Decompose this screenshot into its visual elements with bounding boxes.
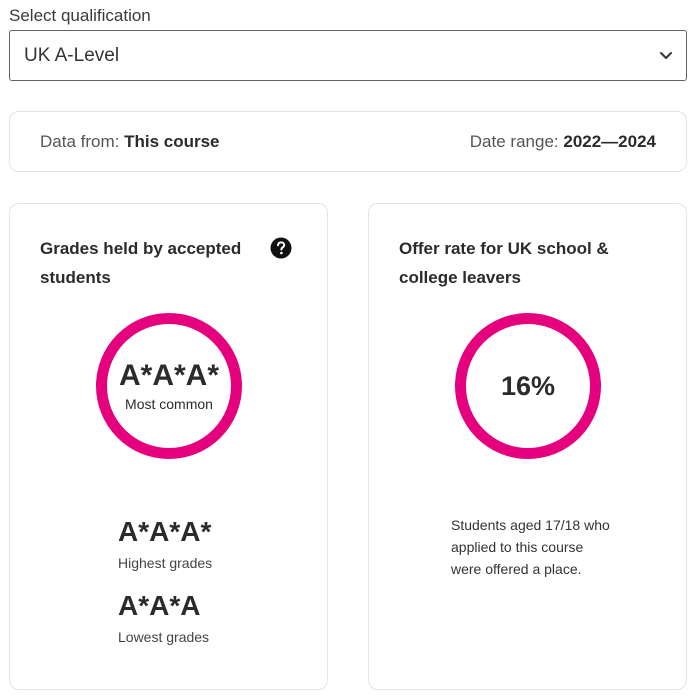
qualification-select[interactable]: UK A-Level xyxy=(9,30,687,81)
lowest-grades-label: Lowest grades xyxy=(118,629,210,645)
data-source-value: This course xyxy=(124,131,220,151)
most-common-grade-ring: A*A*A* Most common xyxy=(96,313,242,459)
lowest-grades-value: A*A*A xyxy=(118,590,201,621)
offer-rate-card: Offer rate for UK school & college leave… xyxy=(368,203,687,690)
data-source: Data from: This course xyxy=(40,132,220,152)
date-range-label: Date range: xyxy=(469,131,559,151)
most-common-grade-label: Most common xyxy=(125,396,213,412)
highest-grades-block: A*A*A* Highest grades xyxy=(118,516,213,572)
highest-grades-label: Highest grades xyxy=(118,555,213,571)
date-range-value: 2022—2024 xyxy=(563,131,656,151)
grades-card: Grades held by accepted students A*A*A* … xyxy=(9,203,328,690)
offer-rate-description: Students aged 17/18 who applied to this … xyxy=(451,517,610,577)
most-common-grade-value: A*A*A* xyxy=(118,359,220,392)
data-info-bar: Data from: This course Date range: 2022—… xyxy=(9,111,687,172)
offer-rate-value: 16% xyxy=(500,370,556,401)
lowest-grades-block: A*A*A Lowest grades xyxy=(118,590,210,646)
qualification-select-label: Select qualification xyxy=(9,6,151,25)
chevron-down-icon xyxy=(660,52,672,59)
offer-rate-ring: 16% xyxy=(455,313,601,459)
offer-rate-card-title: Offer rate for UK school & college leave… xyxy=(399,239,609,287)
qualification-select-value: UK A-Level xyxy=(24,44,120,66)
date-range: Date range: 2022—2024 xyxy=(470,132,656,152)
data-source-label: Data from: xyxy=(40,131,120,151)
question-circle-icon[interactable] xyxy=(270,237,292,259)
grades-card-title: Grades held by accepted students xyxy=(40,239,242,287)
highest-grades-value: A*A*A* xyxy=(118,516,212,547)
